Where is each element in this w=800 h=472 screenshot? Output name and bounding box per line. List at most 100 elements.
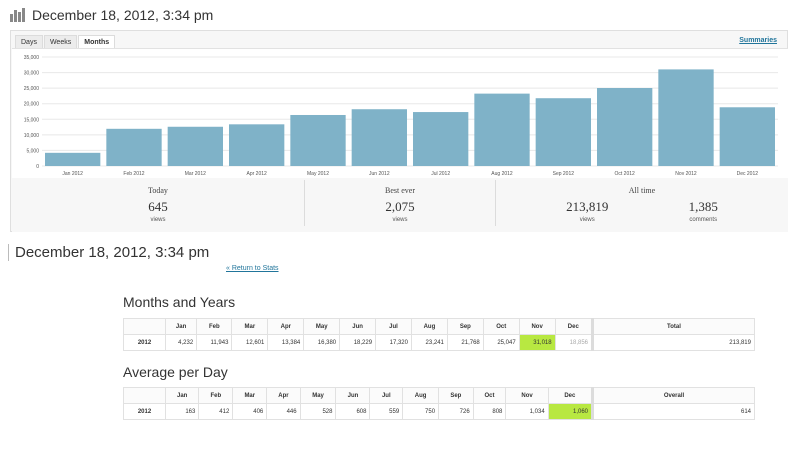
month-cell: 17,320 [375,334,412,351]
month-cell: 412 [198,403,234,420]
return-to-stats-link[interactable]: « Return to Stats [226,265,279,272]
stat-today-value: 645 [148,199,168,214]
month-cell-current: 18,856 [554,334,594,351]
stat-alltime-views-value: 213,819 [566,199,609,214]
y-tick-label: 20,000 [24,102,40,108]
month-cell: 528 [299,403,337,420]
divider [495,180,496,226]
x-tick-label: Apr 2012 [247,171,268,177]
month-cell: 726 [438,403,474,420]
month-cell: 12,601 [231,334,269,351]
y-tick-label: 10,000 [24,133,40,139]
stat-best-value: 2,075 [385,199,415,214]
stat-alltime-comments: 1,385 comments [689,195,718,223]
x-tick-label: Jan 2012 [62,171,83,177]
x-tick-label: Oct 2012 [615,171,636,177]
month-cell: 25,047 [482,334,520,351]
bar [351,109,407,166]
month-cell: 11,943 [196,334,233,351]
stat-today-label: Today [148,186,168,195]
x-tick-label: Mar 2012 [185,171,206,177]
bar [106,128,162,166]
month-header: Feb [196,318,233,335]
bar [719,107,775,166]
total-cell: 213,819 [591,334,755,351]
month-header: Jan [164,387,200,404]
months-years-table: Jan Feb Mar Apr May Jun Jul Aug Sep Oct … [123,318,755,351]
x-tick-label: Jul 2012 [431,171,450,177]
bar [474,93,530,166]
month-cell: 446 [266,403,301,420]
month-header: Jul [369,387,404,404]
stat-alltime-values: 213,819 views 1,385 comments [496,195,788,223]
month-cell: 406 [232,403,268,420]
total-header: Total [591,318,755,335]
stat-alltime-comments-value: 1,385 [688,199,718,214]
y-tick-label: 30,000 [24,71,40,77]
x-tick-label: Sep 2012 [553,171,575,177]
month-cell-highlighted: 1,060 [547,403,594,420]
table-row: 2012 4,232 11,943 12,601 13,384 16,380 1… [123,334,755,351]
month-cell: 16,380 [303,334,341,351]
page-title: December 18, 2012, 3:34 pm [8,244,209,261]
month-cell: 1,034 [505,403,549,420]
y-tick-label: 35,000 [24,55,40,61]
chart-svg: 35,000 30,000 25,000 20,000 15,000 10,000 5,00… [24,55,778,177]
month-header: Feb [198,387,234,404]
year-header [123,318,166,335]
year-header [123,387,166,404]
tab-months[interactable]: Months [78,35,116,49]
y-tick-label: 15,000 [24,117,40,123]
y-tick-label: 5,000 [26,148,39,154]
x-tick-label: Dec 2012 [737,171,759,177]
tab-weeks[interactable]: Weeks [43,35,78,49]
table-row: 2012 163 412 406 446 528 608 559 750 726… [123,403,755,420]
year-cell: 2012 [123,403,166,420]
summaries-link[interactable]: Summaries [739,37,777,44]
month-header: Jan [164,318,198,335]
bar [45,152,101,166]
stats-header: December 18, 2012, 3:34 pm [10,6,213,24]
stats-panel: Days Weeks Months Summaries 35,000 30,000… [10,30,788,232]
month-header: Dec [554,318,594,335]
stat-today: Today 645 views [12,178,304,232]
year-cell: 2012 [123,334,166,351]
month-header: Oct [482,318,520,335]
month-header: Jun [339,318,377,335]
stat-alltime: All time 213,819 views 1,385 comments [496,178,788,232]
month-cell: 13,384 [267,334,305,351]
month-cell: 4,232 [164,334,198,351]
month-cell: 163 [164,403,200,420]
month-cell: 750 [402,403,440,420]
y-tick-label: 0 [36,164,39,170]
bar [290,114,346,166]
bar-chart-icon [10,8,26,22]
month-cell: 21,768 [446,334,484,351]
stat-today-unit: views [150,217,166,223]
period-tabs: Days Weeks Months [15,35,116,49]
stat-alltime-label: All time [628,186,656,195]
month-header: Sep [446,318,484,335]
month-cell: 23,241 [410,334,448,351]
bar [658,69,714,166]
months-years-heading: Months and Years [123,294,236,310]
month-header: May [303,318,341,335]
summary-stats: Today 645 views Best ever 2,075 views Al… [12,178,788,232]
month-header: Jul [375,318,412,335]
month-cell: 559 [369,403,404,420]
x-tick-label: Aug 2012 [491,171,513,177]
month-header: Apr [267,318,305,335]
month-cell: 608 [335,403,371,420]
tab-days[interactable]: Days [15,35,43,49]
x-tick-label: May 2012 [307,171,329,177]
month-header: Aug [410,318,448,335]
views-chart: 35,000 30,000 25,000 20,000 15,000 10,000 5,00… [12,48,788,200]
stat-alltime-views-unit: views [579,217,595,223]
month-cell: 18,229 [339,334,377,351]
month-header: May [299,387,337,404]
overall-header: Overall [591,387,755,404]
y-tick-label: 25,000 [24,86,40,92]
table-header-row: Jan Feb Mar Apr May Jun Jul Aug Sep Oct … [123,318,755,335]
month-header: Jun [335,387,371,404]
month-header: Nov [505,387,549,404]
